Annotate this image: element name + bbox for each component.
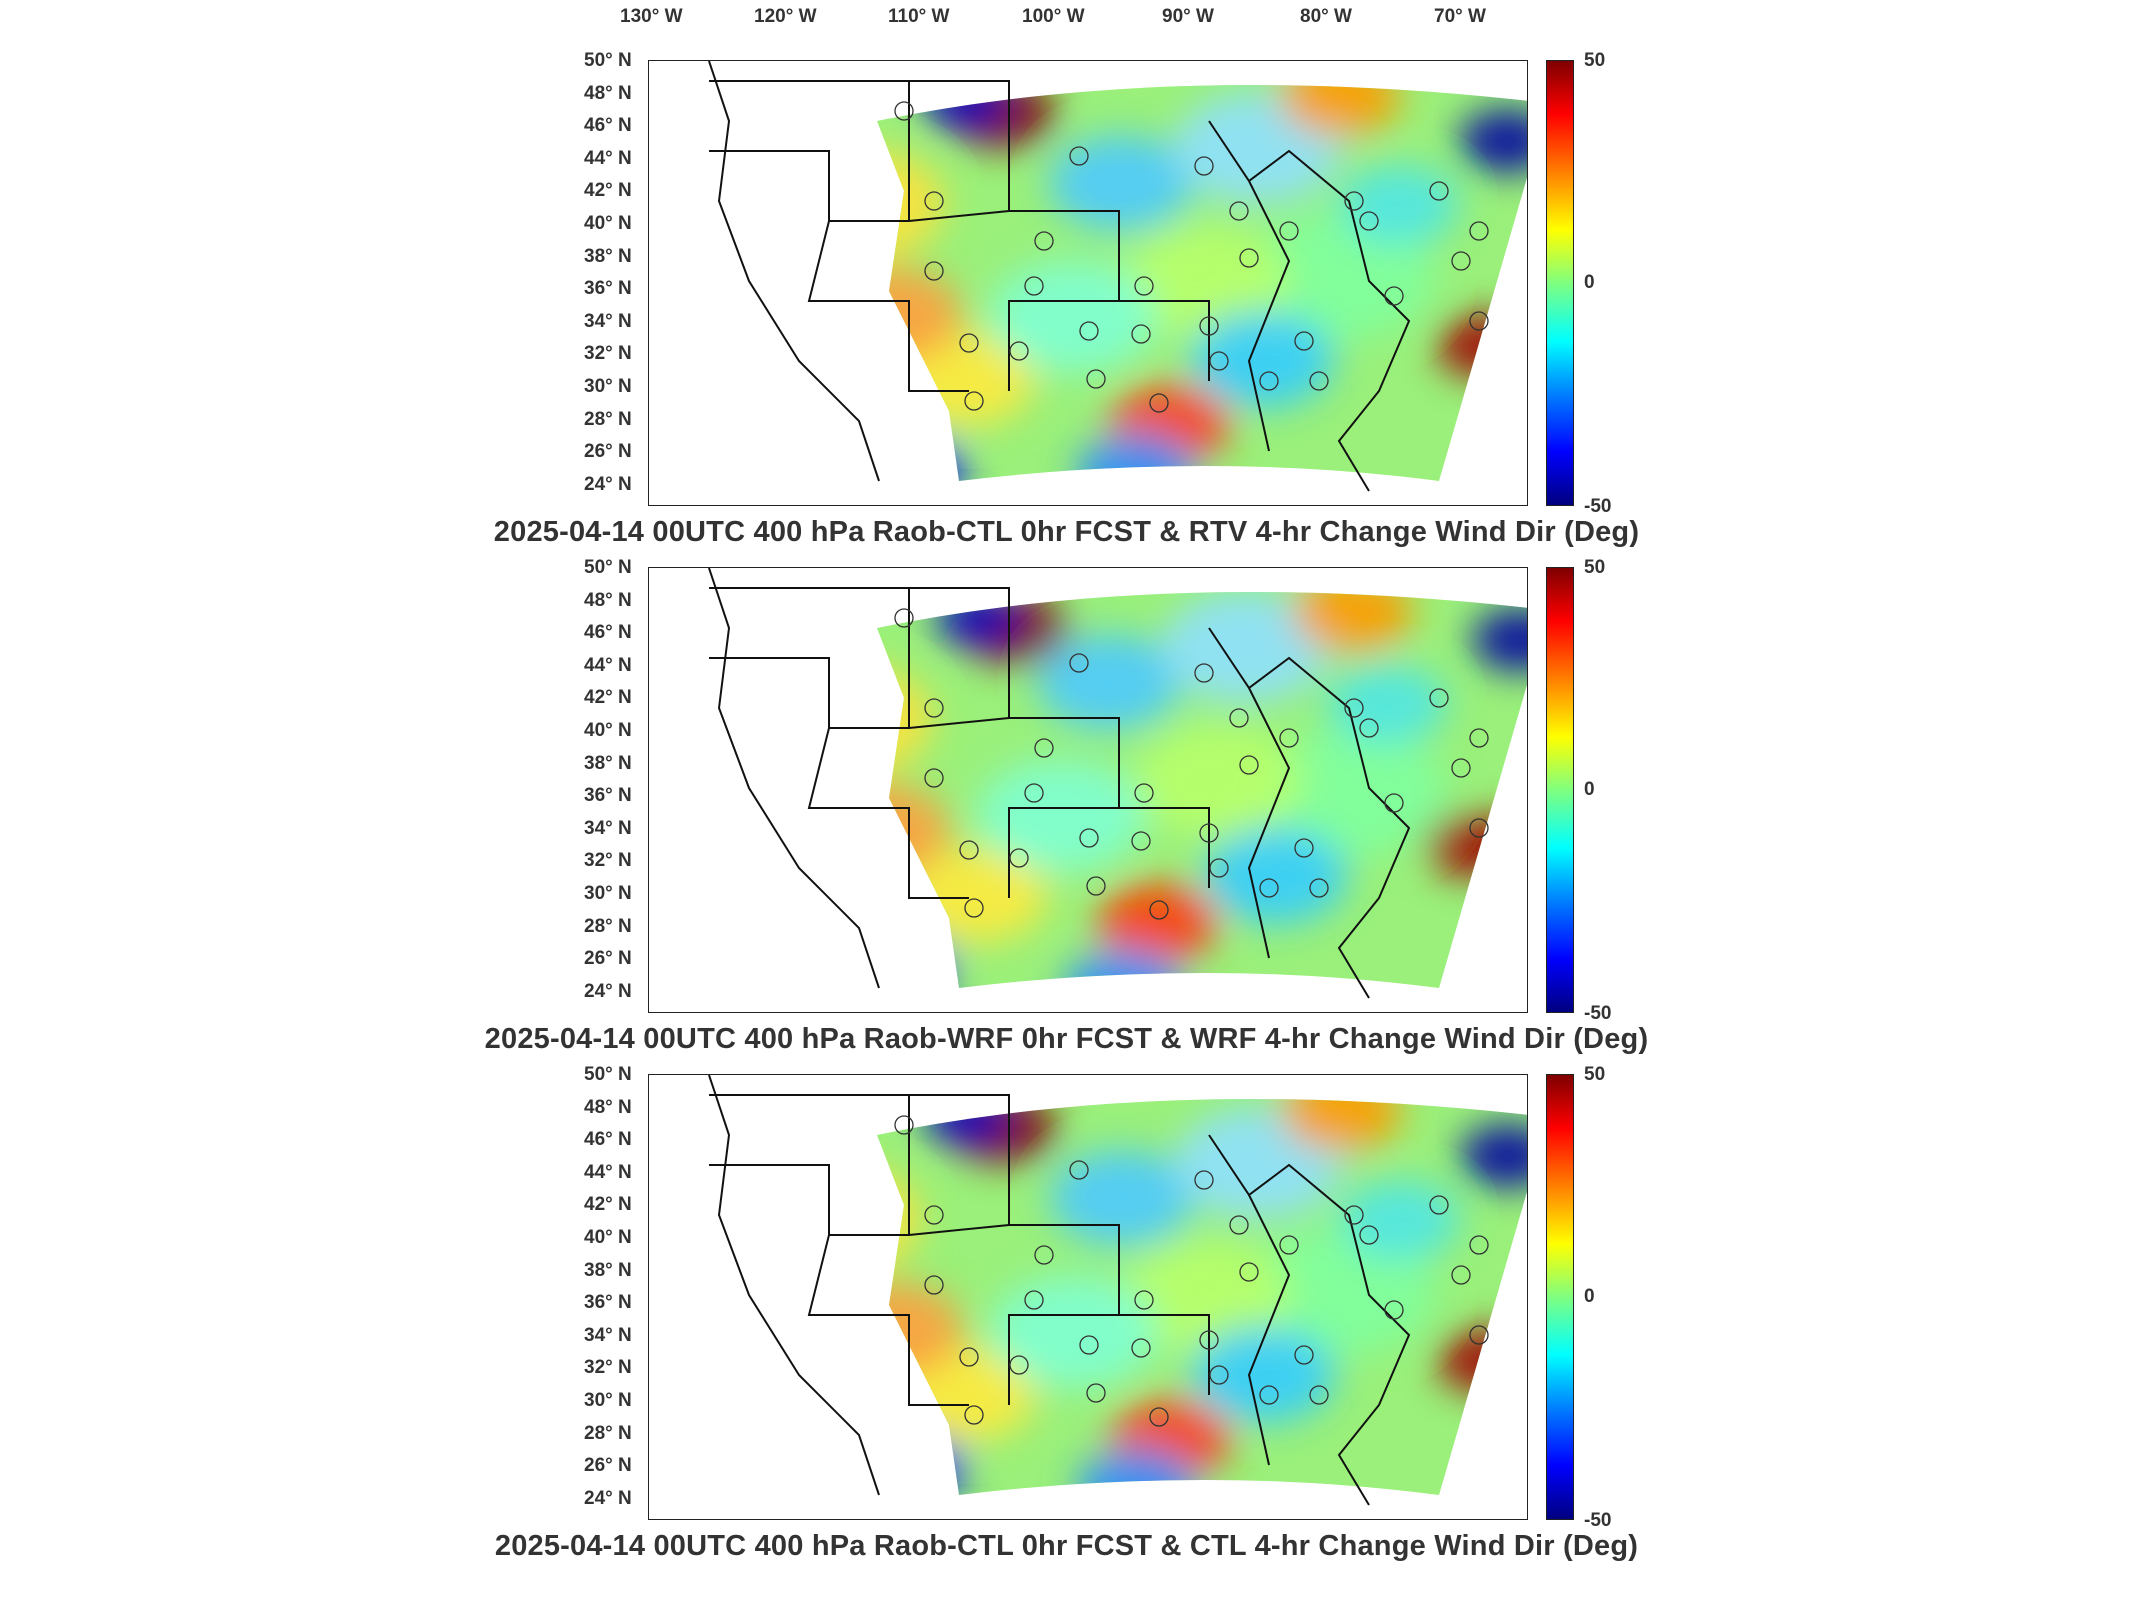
- lat-label: 24° N: [584, 1487, 632, 1509]
- raob-stations: [894, 608, 1489, 920]
- lat-label: 38° N: [584, 752, 632, 774]
- lat-label: 28° N: [584, 1422, 632, 1444]
- lat-label: 28° N: [584, 408, 632, 430]
- lat-label: 42° N: [584, 1194, 632, 1216]
- colorbar-min-label: -50: [1584, 1003, 1612, 1024]
- lat-label: 38° N: [584, 1259, 632, 1281]
- state-borders: [708, 1075, 1411, 1506]
- lon-label: 130° W: [620, 6, 683, 27]
- lat-label: 28° N: [584, 915, 632, 937]
- raob-stations: [894, 101, 1489, 413]
- lat-label: 24° N: [584, 473, 632, 495]
- lat-label: 50° N: [584, 1064, 632, 1085]
- colorbar-max-label: 50: [1584, 1064, 1606, 1085]
- lat-label: 40° N: [584, 1227, 632, 1248]
- colorbar-min-label: -50: [1584, 1510, 1612, 1531]
- map-panel-3: 50 0 -50 2025-04-14 00UTC 400 hPa Raob-C…: [0, 1060, 2133, 1570]
- lat-label: 46° N: [584, 1129, 632, 1151]
- lat-label: 38° N: [584, 245, 632, 267]
- lat-label: 34° N: [584, 1324, 632, 1346]
- colorbar-mid-label: 0: [1584, 272, 1595, 293]
- lat-label: 26° N: [584, 1455, 632, 1477]
- lat-label: 42° N: [584, 687, 632, 709]
- colorbar-max-label: 50: [1584, 557, 1606, 578]
- lon-label: 110° W: [888, 6, 950, 27]
- raob-stations: [894, 1115, 1489, 1427]
- lat-label: 32° N: [584, 850, 632, 872]
- panel-title: 2025-04-14 00UTC 400 hPa Raob-CTL 0hr FC…: [493, 516, 1640, 548]
- wind-field: [877, 592, 1527, 988]
- lat-label: 34° N: [584, 817, 632, 839]
- lat-label: 30° N: [584, 883, 632, 904]
- wind-dir-map: [708, 568, 1527, 999]
- wind-dir-map: [708, 61, 1527, 492]
- map-panel-2: 50 0 -50 2025-04-14 00UTC 400 hPa Raob-W…: [0, 553, 2133, 1063]
- state-borders: [708, 61, 1411, 492]
- lat-label: 32° N: [584, 343, 632, 365]
- lat-label: 26° N: [584, 441, 632, 463]
- lat-label: 30° N: [584, 1390, 632, 1411]
- lat-label: 34° N: [584, 310, 632, 332]
- colorbar-min-label: -50: [1584, 496, 1612, 517]
- lat-label: 32° N: [584, 1357, 632, 1379]
- lat-label: 48° N: [584, 589, 632, 611]
- lat-label: 44° N: [584, 654, 632, 676]
- lat-label: 30° N: [584, 376, 632, 397]
- wind-field: [877, 1099, 1527, 1495]
- lon-label: 80° W: [1300, 6, 1352, 27]
- wind-field: [877, 85, 1527, 481]
- lat-label: 46° N: [584, 115, 632, 137]
- wind-dir-map: [708, 1075, 1527, 1506]
- lat-label: 48° N: [584, 1096, 632, 1118]
- lat-label: 24° N: [584, 980, 632, 1002]
- lon-label: 120° W: [754, 6, 817, 27]
- lat-label: 40° N: [584, 213, 632, 234]
- colorbar-mid-label: 0: [1584, 1286, 1595, 1307]
- lat-label: 50° N: [584, 557, 632, 578]
- lat-label: 50° N: [584, 50, 632, 71]
- colorbar-max-label: 50: [1584, 50, 1606, 71]
- colorbar: [1546, 567, 1574, 1013]
- lat-label: 26° N: [584, 948, 632, 970]
- lat-label: 36° N: [584, 785, 632, 807]
- lat-label: 42° N: [584, 180, 632, 202]
- map-panel-1: 50 0 -50 2025-04-14 00UTC 400 hPa Raob-C…: [0, 46, 2133, 556]
- lat-label: 46° N: [584, 622, 632, 644]
- lon-label: 90° W: [1162, 6, 1214, 27]
- colorbar: [1546, 1074, 1574, 1520]
- lat-label: 36° N: [584, 1292, 632, 1314]
- map-frame: [648, 1074, 1528, 1520]
- lon-label: 100° W: [1022, 6, 1085, 27]
- lat-label: 44° N: [584, 1161, 632, 1183]
- colorbar-mid-label: 0: [1584, 779, 1595, 800]
- map-frame: [648, 60, 1528, 506]
- lat-label: 36° N: [584, 278, 632, 300]
- state-borders: [708, 568, 1411, 999]
- lat-label: 40° N: [584, 720, 632, 741]
- colorbar: [1546, 60, 1574, 506]
- lon-label: 70° W: [1434, 6, 1486, 27]
- panel-title: 2025-04-14 00UTC 400 hPa Raob-CTL 0hr FC…: [494, 1530, 1639, 1562]
- lat-label: 44° N: [584, 147, 632, 169]
- lat-label: 48° N: [584, 82, 632, 104]
- panel-title: 2025-04-14 00UTC 400 hPa Raob-WRF 0hr FC…: [484, 1023, 1649, 1055]
- map-frame: [648, 567, 1528, 1013]
